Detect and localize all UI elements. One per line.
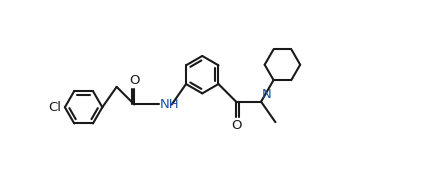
Text: O: O xyxy=(129,74,140,87)
Text: NH: NH xyxy=(160,98,180,111)
Text: N: N xyxy=(262,88,272,101)
Text: O: O xyxy=(231,119,242,132)
Text: Cl: Cl xyxy=(48,101,61,114)
